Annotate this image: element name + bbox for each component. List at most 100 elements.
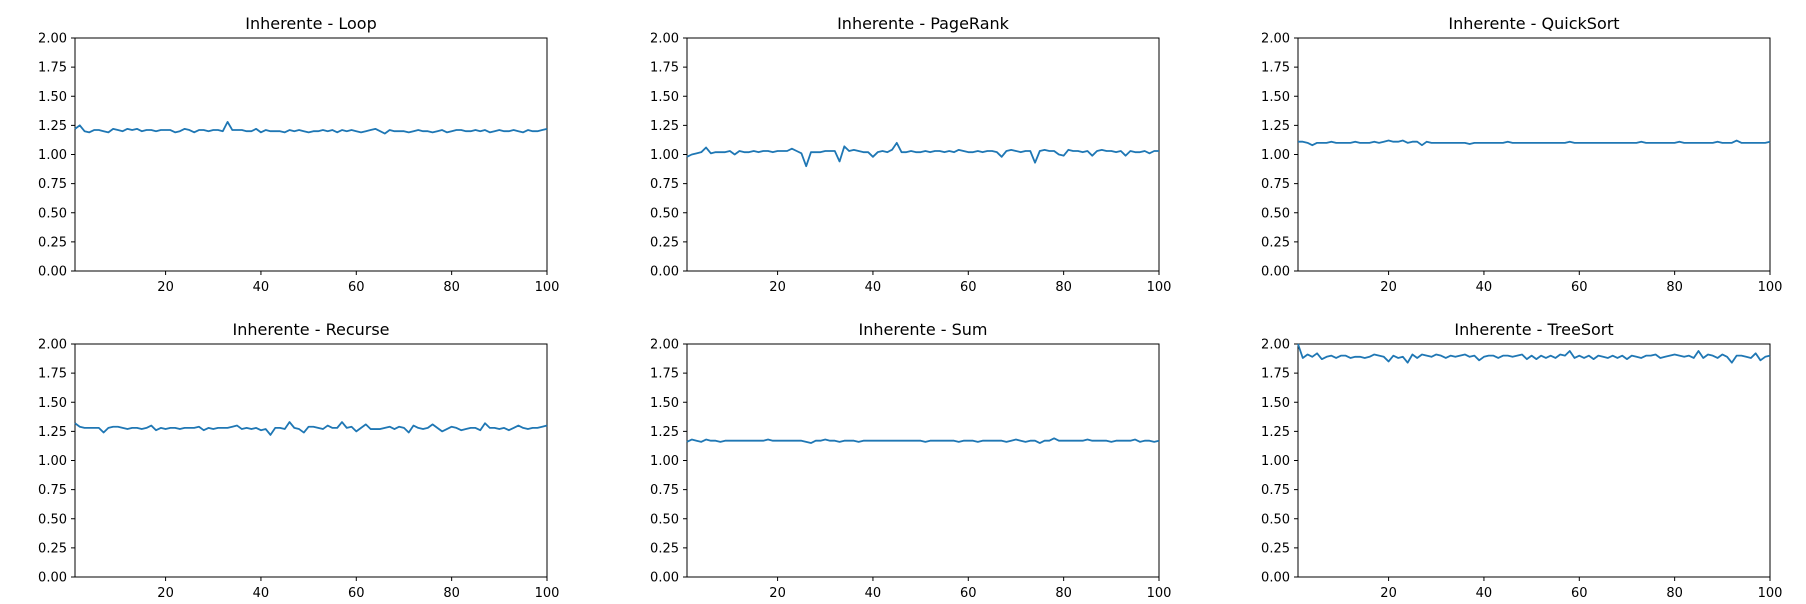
chart-title: Inherente - TreeSort bbox=[1454, 320, 1613, 339]
x-tick-label: 100 bbox=[1758, 280, 1783, 295]
y-tick-label: 0.50 bbox=[38, 512, 67, 527]
y-tick-label: 1.25 bbox=[38, 425, 67, 440]
x-tick-label: 60 bbox=[348, 586, 365, 601]
chart-panel: Inherente - Sum 0.00 0.25 0.50 0.75 1.00 1.25 1… bbox=[650, 320, 1171, 601]
chart-panel: Inherente - Loop 0.00 0.25 0.50 0.75 1.00 1.25… bbox=[38, 14, 559, 295]
plot-area bbox=[74, 343, 548, 578]
y-tick-label: 0.00 bbox=[650, 265, 679, 280]
y-tick-label: 1.00 bbox=[38, 148, 67, 163]
y-tick-label: 2.00 bbox=[650, 32, 679, 47]
y-tick-label: 1.25 bbox=[38, 119, 67, 134]
series-line bbox=[74, 421, 548, 436]
y-tick-label: 0.00 bbox=[650, 571, 679, 586]
x-tick-label: 40 bbox=[253, 586, 270, 601]
x-tick-label: 60 bbox=[960, 280, 977, 295]
y-tick-label: 0.25 bbox=[38, 235, 67, 250]
plot-area bbox=[686, 37, 1160, 272]
y-tick-label: 0.25 bbox=[650, 235, 679, 250]
y-tick-label: 1.75 bbox=[650, 61, 679, 76]
y-tick-label: 0.50 bbox=[650, 512, 679, 527]
y-tick-label: 1.50 bbox=[38, 396, 67, 411]
series-line bbox=[74, 120, 548, 135]
y-tick-label: 0.25 bbox=[650, 541, 679, 556]
y-tick-label: 2.00 bbox=[1261, 32, 1290, 47]
y-tick-label: 0.75 bbox=[1261, 177, 1290, 192]
y-tick-label: 0.50 bbox=[1261, 512, 1290, 527]
y-tick-label: 2.00 bbox=[1261, 338, 1290, 353]
y-tick-label: 1.00 bbox=[1261, 148, 1290, 163]
y-tick-label: 0.00 bbox=[1261, 265, 1290, 280]
y-tick-label: 1.25 bbox=[650, 425, 679, 440]
y-tick-label: 2.00 bbox=[38, 338, 67, 353]
y-tick-label: 1.75 bbox=[650, 367, 679, 382]
y-tick-label: 0.50 bbox=[1261, 206, 1290, 221]
y-tick-label: 1.75 bbox=[38, 367, 67, 382]
x-tick-label: 60 bbox=[1571, 586, 1588, 601]
y-tick-label: 1.75 bbox=[1261, 61, 1290, 76]
plot-area bbox=[1297, 343, 1771, 578]
y-tick-label: 1.50 bbox=[650, 90, 679, 105]
plot-area bbox=[686, 343, 1160, 578]
x-tick-label: 40 bbox=[1476, 280, 1493, 295]
chart-panel: Inherente - QuickSort 0.00 0.25 0.50 0.75 1.0… bbox=[1261, 14, 1782, 295]
chart-title: Inherente - Loop bbox=[245, 14, 376, 33]
chart-panel: Inherente - TreeSort 0.00 0.25 0.50 0.75 1.00… bbox=[1261, 320, 1782, 601]
y-tick-label: 0.75 bbox=[650, 177, 679, 192]
y-tick-label: 1.00 bbox=[650, 454, 679, 469]
x-tick-label: 80 bbox=[1055, 280, 1072, 295]
chart-title: Inherente - QuickSort bbox=[1448, 14, 1619, 33]
x-tick-label: 80 bbox=[443, 586, 460, 601]
chart-title: Inherente - Recurse bbox=[232, 320, 389, 339]
chart-title: Inherente - PageRank bbox=[837, 14, 1010, 33]
plot-area bbox=[74, 37, 548, 272]
y-tick-label: 1.25 bbox=[1261, 119, 1290, 134]
y-tick-label: 1.50 bbox=[1261, 396, 1290, 411]
y-tick-label: 0.00 bbox=[38, 265, 67, 280]
y-tick-label: 2.00 bbox=[650, 338, 679, 353]
y-tick-label: 1.50 bbox=[1261, 90, 1290, 105]
plot-area bbox=[1297, 37, 1771, 272]
y-tick-label: 0.25 bbox=[38, 541, 67, 556]
y-tick-label: 1.50 bbox=[38, 90, 67, 105]
x-tick-label: 80 bbox=[443, 280, 460, 295]
x-tick-label: 100 bbox=[535, 586, 560, 601]
y-tick-label: 0.50 bbox=[650, 206, 679, 221]
y-tick-label: 1.25 bbox=[650, 119, 679, 134]
y-tick-label: 0.75 bbox=[1261, 483, 1290, 498]
x-tick-label: 40 bbox=[253, 280, 270, 295]
x-tick-label: 60 bbox=[960, 586, 977, 601]
x-tick-label: 40 bbox=[865, 280, 882, 295]
x-tick-label: 60 bbox=[348, 280, 365, 295]
y-tick-label: 1.75 bbox=[1261, 367, 1290, 382]
y-tick-label: 0.75 bbox=[650, 483, 679, 498]
x-tick-label: 20 bbox=[157, 280, 174, 295]
chart-title: Inherente - Sum bbox=[859, 320, 988, 339]
x-tick-label: 20 bbox=[769, 586, 786, 601]
chart-panel: Inherente - Recurse 0.00 0.25 0.50 0.75 1.00 1… bbox=[38, 320, 559, 601]
series-line bbox=[686, 437, 1160, 444]
y-tick-label: 1.25 bbox=[1261, 425, 1290, 440]
chart-panel: Inherente - PageRank 0.00 0.25 0.50 0.75 1.00… bbox=[650, 14, 1171, 295]
x-tick-label: 80 bbox=[1666, 586, 1683, 601]
x-tick-label: 100 bbox=[1758, 586, 1783, 601]
series-line bbox=[1298, 139, 1771, 147]
x-tick-label: 100 bbox=[535, 280, 560, 295]
x-tick-label: 20 bbox=[157, 586, 174, 601]
y-tick-label: 2.00 bbox=[38, 32, 67, 47]
y-tick-label: 1.75 bbox=[38, 61, 67, 76]
y-tick-label: 1.00 bbox=[650, 148, 679, 163]
x-tick-label: 20 bbox=[769, 280, 786, 295]
y-tick-label: 0.00 bbox=[38, 571, 67, 586]
series-line bbox=[1297, 343, 1771, 364]
y-tick-label: 1.00 bbox=[38, 454, 67, 469]
x-tick-label: 80 bbox=[1055, 586, 1072, 601]
y-tick-label: 0.75 bbox=[38, 177, 67, 192]
x-tick-label: 40 bbox=[1476, 586, 1493, 601]
y-tick-label: 0.00 bbox=[1261, 571, 1290, 586]
x-tick-label: 20 bbox=[1380, 586, 1397, 601]
y-tick-label: 1.50 bbox=[650, 396, 679, 411]
y-tick-label: 1.00 bbox=[1261, 454, 1290, 469]
x-tick-label: 100 bbox=[1147, 280, 1172, 295]
x-tick-label: 20 bbox=[1380, 280, 1397, 295]
